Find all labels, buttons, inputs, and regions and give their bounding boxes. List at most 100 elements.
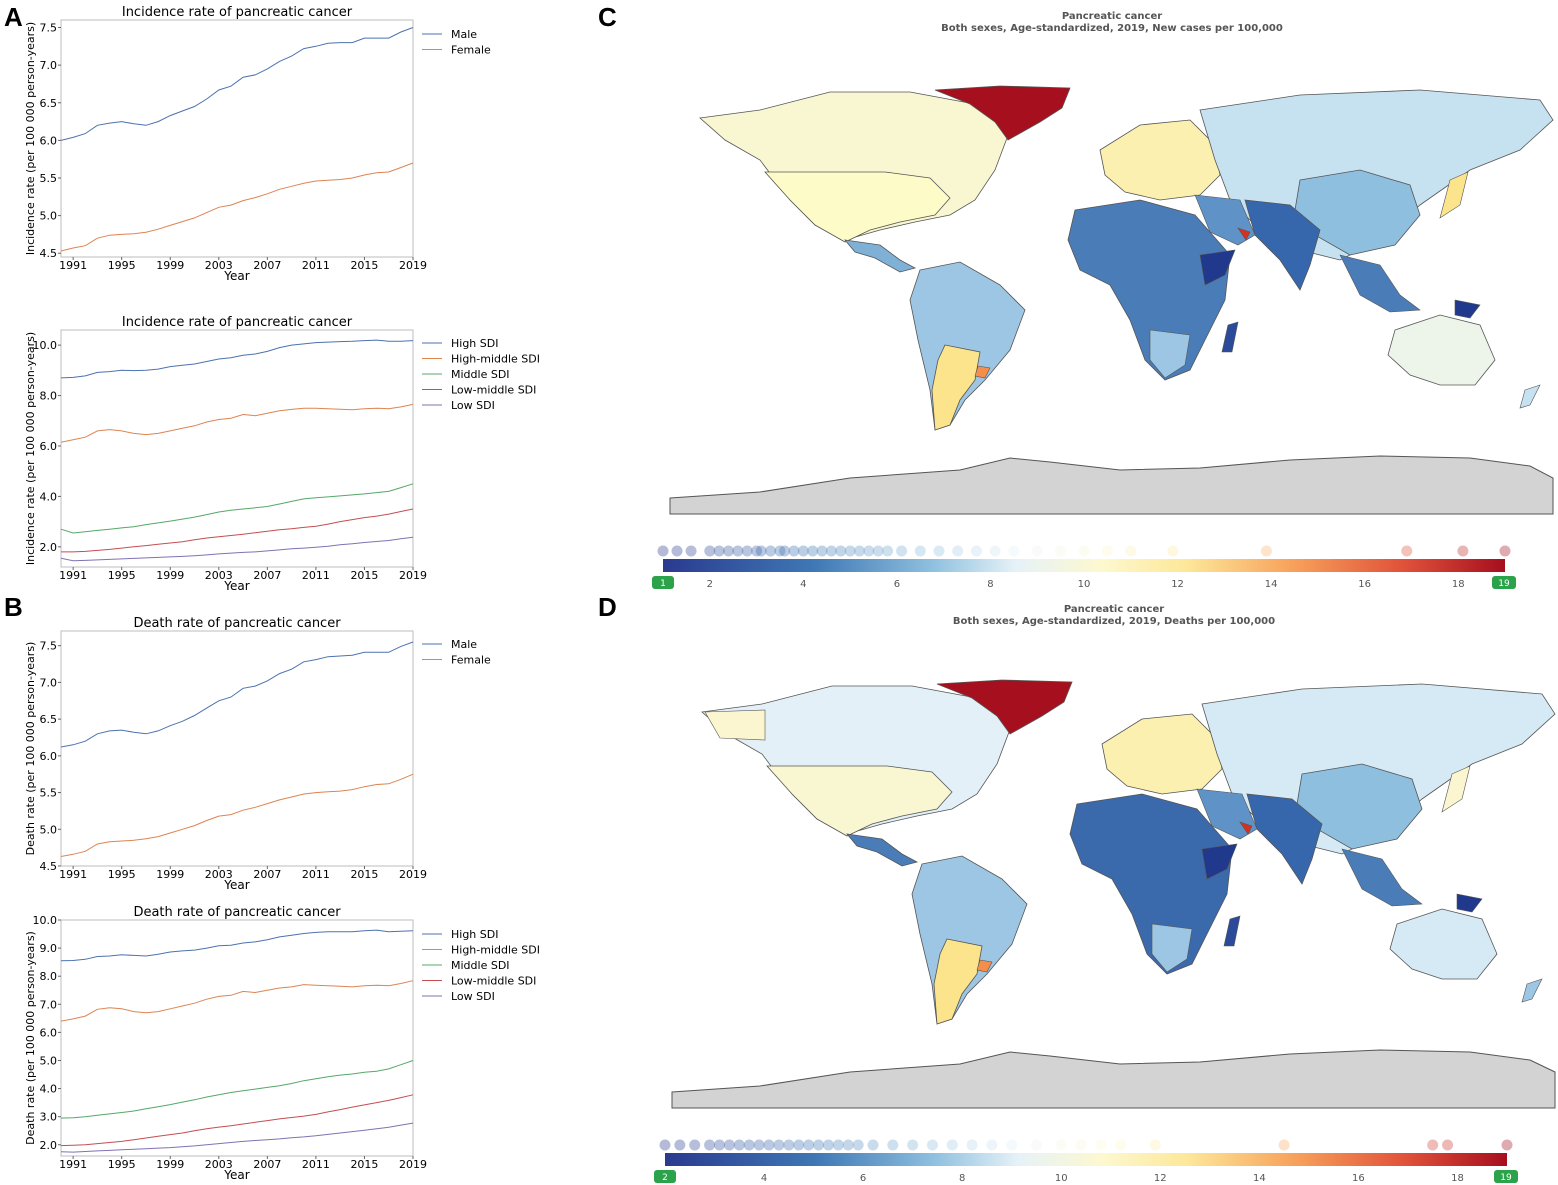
japan-shape [1441, 765, 1471, 813]
scale-tick-label: 18 [1452, 579, 1465, 590]
distribution-dot [1457, 545, 1469, 557]
distribution-dot [751, 545, 763, 557]
south-asia-shape [1246, 793, 1323, 885]
x-tick-label: 2007 [253, 1158, 281, 1171]
distribution-dot [832, 1139, 844, 1151]
x-axis-label: Year [223, 579, 249, 593]
distribution-dot [842, 1139, 854, 1151]
distribution-dot [722, 545, 734, 557]
distribution-dot [793, 1139, 805, 1151]
distribution-dot [741, 545, 753, 557]
range-handle-high[interactable]: 19 [1494, 1170, 1518, 1183]
series-line-low-middle-sdi [61, 508, 414, 553]
map-subtitle: Both sexes, Age-standardized, 2019, New … [941, 23, 1283, 34]
antarctica-shape [671, 1049, 1556, 1109]
new-zealand-shape [1519, 384, 1541, 409]
distribution-dot [1008, 545, 1020, 557]
distribution-dot [867, 1139, 879, 1151]
distribution-dot [882, 545, 894, 557]
distribution-dot [704, 1139, 716, 1151]
australia-shape [1387, 314, 1496, 386]
y-tick-label: 7.0 [40, 998, 58, 1011]
distribution-dot [926, 1139, 938, 1151]
uruguay-shape [974, 365, 991, 379]
distribution-dot [1167, 545, 1179, 557]
southeast-asia-shape [1341, 848, 1423, 907]
chart-title: Death rate of pancreatic cancer [133, 905, 341, 920]
range-handle-low[interactable]: 1 [652, 576, 674, 589]
x-axis-label: Year [223, 269, 249, 283]
legend-label: Low SDI [451, 399, 495, 412]
papua-shape [1454, 299, 1481, 319]
middle-east-shape [1194, 194, 1256, 246]
middle-east-shape [1196, 788, 1258, 840]
distribution-dot [1401, 545, 1413, 557]
x-tick-label: 1999 [156, 259, 184, 272]
legend-label: High-middle SDI [451, 353, 540, 366]
distribution-dot [733, 1139, 745, 1151]
y-tick-label: 7.5 [40, 22, 58, 35]
y-tick-label: 5.0 [40, 210, 58, 223]
y-tick-label: 6.0 [40, 750, 58, 763]
x-tick-label: 2011 [302, 569, 330, 582]
distribution-dots [659, 1139, 1513, 1151]
chart-title: Incidence rate of pancreatic cancer [122, 315, 353, 330]
distribution-dot [674, 1139, 686, 1151]
x-tick-label: 2011 [302, 1158, 330, 1171]
y-tick-label: 7.0 [40, 59, 58, 72]
x-tick-label: 2015 [350, 569, 378, 582]
map-title: Pancreatic cancer [1062, 11, 1162, 22]
x-tick-label: 2003 [205, 569, 233, 582]
distribution-dot [914, 545, 926, 557]
y-tick-label: 4.5 [40, 247, 58, 260]
distribution-dot [1095, 1139, 1107, 1151]
distribution-dot [813, 1139, 825, 1151]
distribution-dot [657, 545, 669, 557]
series-line-low-sdi [60, 1122, 414, 1153]
distribution-dot [835, 545, 847, 557]
y-tick-label: 6.0 [40, 440, 58, 453]
x-tick-label: 1995 [108, 868, 136, 881]
range-handle-high[interactable]: 19 [1492, 576, 1516, 589]
svg-text:19: 19 [1500, 1173, 1512, 1183]
x-tick-label: 2007 [253, 259, 281, 272]
series-line-high-sdi [60, 339, 414, 379]
x-tick-label: 2015 [350, 1158, 378, 1171]
south-asia-shape [1244, 199, 1321, 291]
scale-ticks: 2 4 6 8 10 12 14 16 18 [707, 579, 1465, 590]
south-america-shape [909, 261, 1026, 431]
distribution-dot [907, 1139, 919, 1151]
line-chart-incidence-sdi: Incidence rate of pancreatic cancer Year I… [24, 315, 540, 593]
x-tick-label: 2019 [399, 259, 427, 272]
antarctica-shape [669, 455, 1554, 515]
distribution-dot [822, 1139, 834, 1151]
distribution-dot [689, 1139, 701, 1151]
color-scale-bar [665, 1153, 1507, 1166]
world-map [669, 85, 1554, 515]
x-tick-label: 2015 [350, 259, 378, 272]
x-tick-label: 2007 [253, 569, 281, 582]
distribution-dot [872, 545, 884, 557]
range-handle-low[interactable]: 2 [654, 1170, 676, 1183]
distribution-dot [1055, 545, 1067, 557]
y-axis-label: Incidence rate (per 100 000 person-years… [24, 332, 37, 565]
panel-label-d: D [598, 592, 617, 622]
series-line-high-middle-sdi [60, 980, 414, 1022]
distribution-dot [887, 1139, 899, 1151]
y-axis-label: Death rate (per 100 000 person-years) [24, 642, 37, 856]
distribution-dot [704, 545, 716, 557]
distribution-dot [970, 545, 982, 557]
distribution-dot [825, 545, 837, 557]
legend-label: High-middle SDI [451, 944, 540, 957]
series-line-female [60, 773, 414, 857]
plot-frame [60, 329, 414, 568]
distribution-dot [863, 545, 875, 557]
central-america-shape [846, 833, 919, 867]
africa-shape [1069, 793, 1233, 975]
x-tick-label: 1999 [156, 1158, 184, 1171]
distribution-dot [952, 545, 964, 557]
color-scale-incidence: 2 4 6 8 10 12 14 16 18 1 19 [652, 545, 1516, 590]
scale-tick-label: 6 [894, 579, 900, 590]
central-america-shape [844, 239, 917, 273]
distribution-dot [765, 545, 777, 557]
